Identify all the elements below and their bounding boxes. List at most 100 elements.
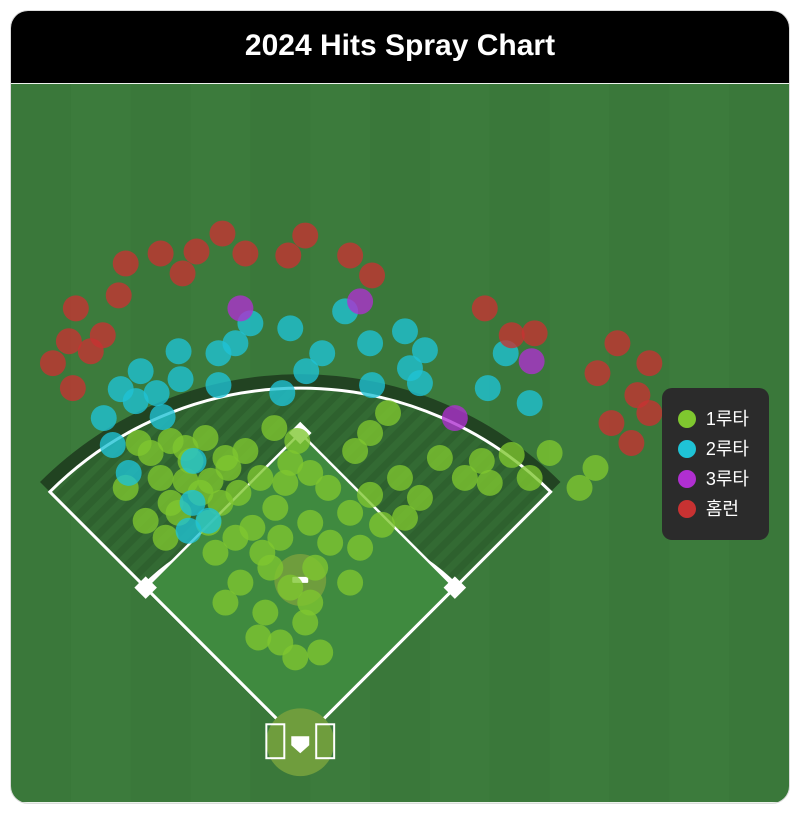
- legend-label: 3루타: [706, 470, 749, 488]
- dot-homerun: [522, 320, 548, 346]
- dot-homerun: [499, 322, 525, 348]
- dot-homerun: [113, 250, 139, 276]
- dot-double: [116, 460, 142, 486]
- dot-double: [269, 380, 295, 406]
- dot-single: [337, 570, 363, 596]
- dot-double: [180, 490, 206, 516]
- dot-homerun: [598, 410, 624, 436]
- dot-triple: [442, 405, 468, 431]
- dot-homerun: [585, 360, 611, 386]
- dot-double: [100, 432, 126, 458]
- dot-single: [261, 415, 287, 441]
- dot-single: [347, 535, 373, 561]
- dot-single: [499, 442, 525, 468]
- legend-label: 2루타: [706, 440, 749, 458]
- dot-single: [317, 530, 343, 556]
- dot-single: [357, 420, 383, 446]
- dot-single: [517, 465, 543, 491]
- dot-homerun: [63, 295, 89, 321]
- dot-double: [176, 518, 202, 544]
- double-icon: [678, 440, 696, 458]
- dot-single: [297, 510, 323, 536]
- dot-double: [168, 366, 194, 392]
- dot-double: [150, 404, 176, 430]
- dot-homerun: [292, 223, 318, 249]
- dot-double: [181, 448, 207, 474]
- dot-homerun: [618, 430, 644, 456]
- dot-homerun: [604, 330, 630, 356]
- legend-label: 1루타: [706, 410, 749, 428]
- legend: 1루타 2루타 3루타홈런: [662, 388, 769, 540]
- dot-homerun: [40, 350, 66, 376]
- legend-item-double: 2루타: [678, 434, 749, 464]
- dot-double: [166, 338, 192, 364]
- dot-double: [144, 380, 170, 406]
- dot-double: [91, 405, 117, 431]
- dot-double: [357, 330, 383, 356]
- dot-double: [475, 375, 501, 401]
- dot-single: [239, 515, 265, 541]
- homerun-icon: [678, 500, 696, 518]
- dot-homerun: [170, 260, 196, 286]
- dot-single: [133, 508, 159, 534]
- legend-item-triple: 3루타: [678, 464, 749, 494]
- dot-homerun: [636, 350, 662, 376]
- dot-double: [359, 372, 385, 398]
- dot-triple: [519, 348, 545, 374]
- dot-single: [225, 480, 251, 506]
- dot-single: [148, 465, 174, 491]
- dot-single: [193, 425, 219, 451]
- chart-area: 1루타 2루타 3루타홈런: [11, 83, 789, 803]
- dot-homerun: [60, 375, 86, 401]
- dot-single: [537, 440, 563, 466]
- dot-single: [375, 400, 401, 426]
- dot-homerun: [90, 322, 116, 348]
- dot-single: [252, 600, 278, 626]
- dot-single: [315, 475, 341, 501]
- dot-homerun: [232, 241, 258, 267]
- dot-double: [407, 370, 433, 396]
- dot-homerun: [337, 243, 363, 269]
- dot-double: [412, 337, 438, 363]
- dot-homerun: [106, 282, 132, 308]
- dot-homerun: [359, 262, 385, 288]
- dot-single: [307, 639, 333, 665]
- dot-single: [282, 644, 308, 670]
- dot-single: [469, 448, 495, 474]
- dot-single: [369, 512, 395, 538]
- legend-label: 홈런: [706, 500, 739, 518]
- dot-single: [427, 445, 453, 471]
- dot-double: [206, 372, 232, 398]
- dot-single: [583, 455, 609, 481]
- dot-single: [292, 610, 318, 636]
- dot-single: [212, 445, 238, 471]
- dot-double: [277, 315, 303, 341]
- dot-triple: [227, 295, 253, 321]
- chart-title: 2024 Hits Spray Chart: [11, 11, 789, 83]
- dot-single: [337, 500, 363, 526]
- dot-homerun: [472, 295, 498, 321]
- dot-single: [284, 428, 310, 454]
- triple-icon: [678, 470, 696, 488]
- dot-single: [267, 525, 293, 551]
- legend-item-single: 1루타: [678, 404, 749, 434]
- dot-single: [277, 450, 303, 476]
- dot-single: [392, 505, 418, 531]
- dot-single: [357, 482, 383, 508]
- dot-single: [302, 555, 328, 581]
- dot-single: [153, 525, 179, 551]
- dot-double: [309, 340, 335, 366]
- dot-single: [245, 625, 271, 651]
- dot-single: [257, 555, 283, 581]
- dot-single: [387, 465, 413, 491]
- spray-chart-card: 2024 Hits Spray Chart 1루타 2루타 3루타홈런: [10, 10, 790, 804]
- dot-double: [517, 390, 543, 416]
- legend-item-homerun: 홈런: [678, 494, 749, 524]
- dot-homerun: [148, 241, 174, 267]
- dot-single: [126, 430, 152, 456]
- single-icon: [678, 410, 696, 428]
- dot-single: [212, 590, 238, 616]
- dot-homerun: [209, 221, 235, 247]
- dot-homerun: [636, 400, 662, 426]
- dot-homerun: [184, 239, 210, 265]
